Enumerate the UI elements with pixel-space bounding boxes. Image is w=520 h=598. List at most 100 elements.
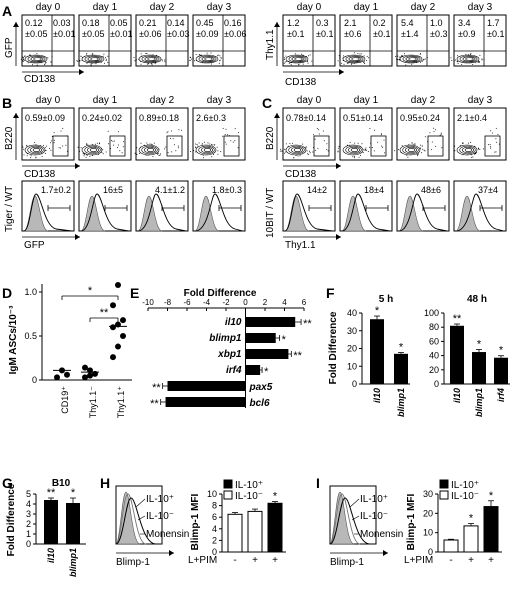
flow-event [318,133,320,135]
flow-density-dot [193,149,195,151]
wt-histogram [194,195,220,232]
flow-density-dot [351,63,352,65]
flow-density-dot [216,55,218,57]
chart-title: Fold Difference [184,288,257,299]
bar [443,539,459,553]
data-point [82,364,88,371]
flow-density-dot [363,60,365,62]
flow-density-dot [411,63,413,65]
flow-density-dot [219,59,221,61]
flow-density-dot [200,54,201,56]
flow-event [66,135,68,137]
flow-density-dot [302,143,304,145]
flow-density-dot [26,153,28,155]
x-tick-label: 2 [263,298,268,307]
flow-event [225,143,227,145]
day-label: day 0 [36,95,61,106]
cd138-gate [427,135,444,157]
flow-density-dot [366,55,368,57]
flow-density-dot [136,147,138,149]
flow-density-dot [42,144,44,146]
flow-plot-frame [192,14,246,67]
quadrant-error: ±0.05 [25,29,47,39]
y-tick-label: 80 [429,322,439,332]
quadrant-error: ±0.9 [458,29,475,39]
flow-density-dot [211,143,213,145]
flow-density-dot [159,60,161,62]
flow-density-dot [285,143,287,145]
flow-density-contour-2 [405,56,419,62]
flow-event [370,142,372,144]
flow-density-dot [87,144,89,146]
flow-event [60,147,61,149]
flow-density-dot [353,52,355,54]
bar [247,510,263,553]
day-label: day 1 [93,95,118,106]
flow-density-dot [357,142,359,144]
flow-density-dot [289,62,291,64]
quadrant-value: 0.14 [167,18,185,28]
axis-label: 10BIT / WT [265,188,276,238]
bar [167,381,246,391]
flow-density-dot [82,153,84,155]
flow-density-dot [80,55,82,57]
flow-density-dot [419,144,421,146]
axis-label: Thy1.1 [285,240,316,251]
flow-event [222,127,224,129]
flow-density-dot [213,144,215,146]
flow-density-dot [154,62,156,64]
flow-density-dot [477,148,479,150]
x-category-label: blimp1 [396,388,406,417]
flow-event [225,128,227,130]
flow-density-dot [474,145,476,147]
flow-density-dot [95,63,97,65]
flow-density-dot [32,64,33,66]
flow-density-dot [101,151,103,153]
quadrant-error: ±0.3 [430,29,447,39]
significance-star: * [71,487,76,499]
y-tick-label: 0 [212,547,217,557]
flow-density-dot [22,58,24,60]
flow-density-dot [365,147,367,149]
flow-density-dot [408,144,410,146]
flow-plot-frame [339,107,393,161]
day-label: day 3 [468,95,493,106]
flow-event [433,127,435,129]
significance-star: ** [453,313,462,325]
treatment-sign: + [272,555,278,566]
flow-density-dot [396,58,397,60]
significance-star: ** [303,318,312,330]
quadrant-value: 0.18 [82,18,100,28]
flow-event [66,150,68,152]
flow-density-dot [218,54,220,56]
y-axis-label: IgM ASCs/10⁻³ [8,305,19,374]
y-tick-label: 2 [212,535,217,545]
flow-event [322,130,324,132]
flow-density-dot [358,156,360,158]
flow-density-dot [161,59,163,61]
flow-event [234,128,236,130]
y-axis-label: Fold Difference [328,311,339,384]
y-tick-label: 4 [26,499,31,509]
flow-density-dot [357,53,359,54]
flow-density-contour-3 [408,57,417,61]
flow-event [121,152,123,154]
flow-event [369,127,371,129]
y-tick-label: 2 [26,519,31,529]
flow-density-dot [457,55,459,57]
flow-density-contour-3 [203,148,212,153]
flow-density-dot [156,153,158,155]
bar [463,525,479,553]
flow-density-dot [152,54,154,56]
subchart-title: 5 h [379,294,393,305]
flow-density-contour-2 [462,56,476,62]
flow-density-contour-2 [87,146,99,154]
flow-density-dot [82,57,83,59]
flow-density-dot [149,143,151,145]
flow-event [383,139,385,141]
flow-density-dot [105,57,107,59]
flow-density-dot [366,60,368,61]
legend-label: IL-10⁺ [451,480,479,491]
flow-density-dot [453,149,455,151]
